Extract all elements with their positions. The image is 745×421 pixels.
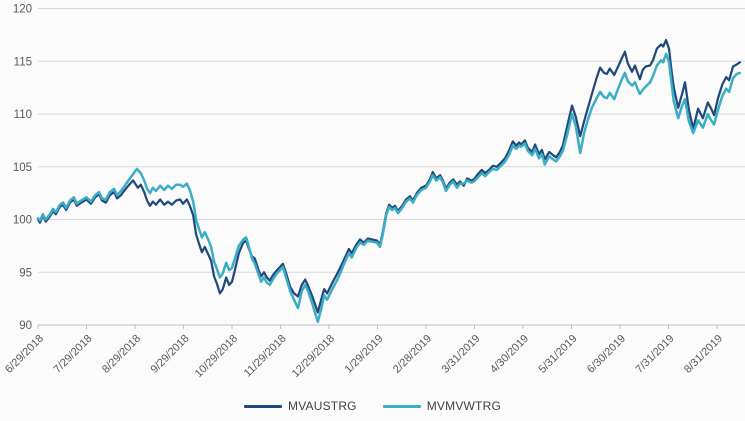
x-axis-label: 7/29/2018 bbox=[52, 333, 95, 376]
legend-item-mvaustrg: MVAUSTRG bbox=[244, 399, 357, 413]
x-axis-label: 7/31/2019 bbox=[634, 333, 677, 376]
y-axis-label: 95 bbox=[19, 267, 32, 279]
x-axis-label: 10/29/2018 bbox=[193, 333, 240, 380]
x-axis-label: 4/30/2019 bbox=[488, 333, 531, 376]
x-axis-label: 1/29/2019 bbox=[343, 333, 386, 376]
x-axis-label: 2/28/2019 bbox=[391, 333, 434, 376]
chart-legend: MVAUSTRG MVMVWTRG bbox=[0, 399, 745, 413]
y-axis-label: 90 bbox=[19, 320, 32, 332]
y-axis-label: 100 bbox=[13, 215, 32, 227]
x-axis-label: 11/29/2018 bbox=[242, 333, 289, 380]
x-axis-label: 6/29/2018 bbox=[3, 333, 46, 376]
y-axis-label: 110 bbox=[14, 109, 32, 121]
x-axis-label: 5/31/2019 bbox=[537, 333, 580, 376]
legend-item-mvmvwtrg: MVMVWTRG bbox=[382, 399, 501, 413]
legend-line-swatch-teal bbox=[382, 404, 421, 408]
x-axis-label: 8/31/2019 bbox=[682, 333, 725, 376]
x-axis-label: 12/29/2018 bbox=[290, 333, 337, 380]
y-axis-label: 105 bbox=[13, 162, 32, 174]
series-line-mvmvwtrg bbox=[36, 52, 742, 324]
x-axis-label: 6/30/2019 bbox=[585, 333, 628, 376]
legend-label-mvmvwtrg: MVMVWTRG bbox=[426, 399, 501, 413]
y-axis-label: 120 bbox=[13, 4, 32, 16]
x-axis-label: 3/31/2019 bbox=[440, 333, 483, 376]
legend-line-swatch-navy bbox=[244, 404, 282, 408]
legend-label-mvaustrg: MVAUSTRG bbox=[288, 399, 357, 413]
y-axis-label: 115 bbox=[14, 56, 32, 68]
x-axis-label: 8/29/2018 bbox=[100, 333, 143, 376]
x-axis-label: 9/29/2018 bbox=[149, 333, 192, 376]
